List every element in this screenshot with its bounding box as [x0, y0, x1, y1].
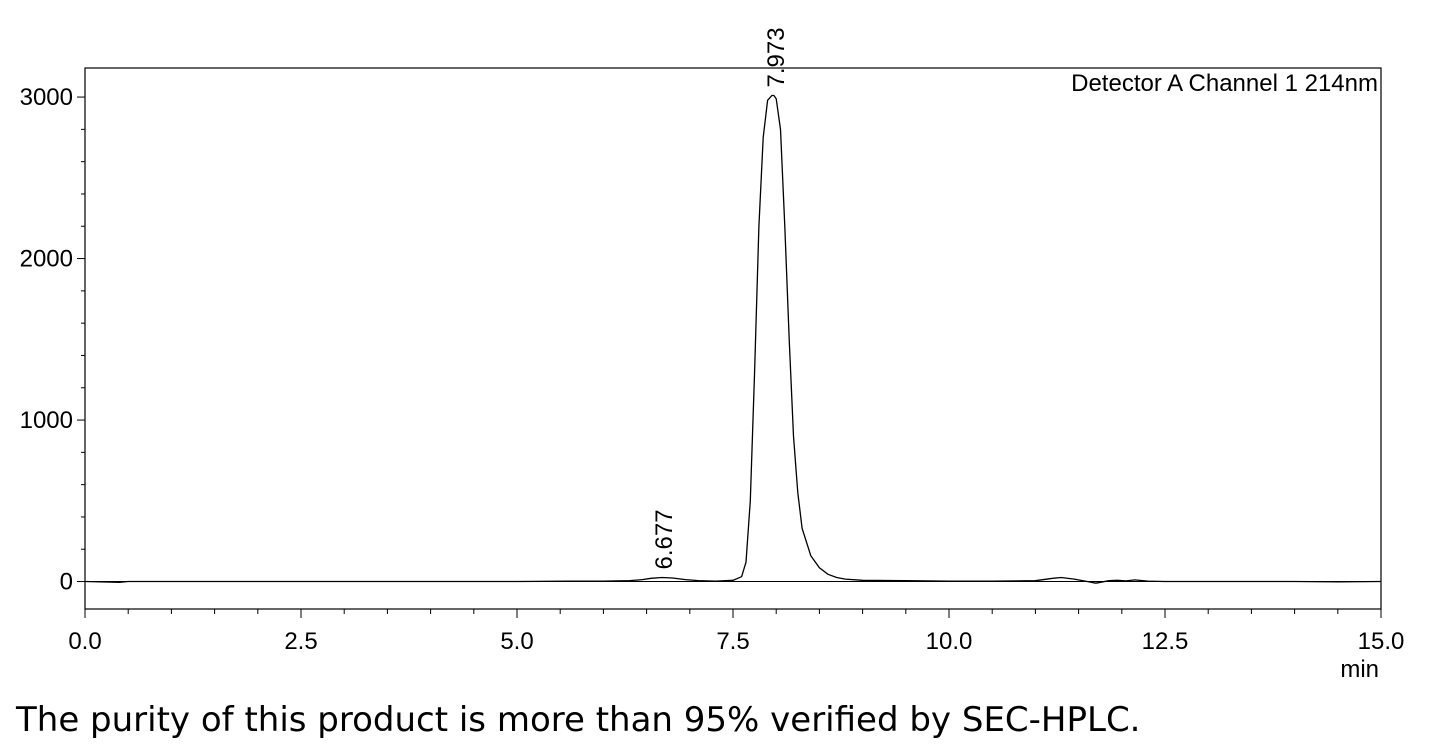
x-tick-label: 2.5: [284, 628, 317, 655]
x-axis: 0.0 2.5 5.0 7.5 10.0 12.5 15.0: [68, 609, 1404, 655]
x-tick-label: 5.0: [500, 628, 533, 655]
y-tick-label: 2000: [20, 246, 73, 273]
y-tick-label: 1000: [20, 407, 73, 434]
peak-label: 6.677: [651, 509, 678, 569]
x-axis-label: min: [1340, 656, 1379, 683]
legend-label: Detector A Channel 1 214nm: [1071, 70, 1378, 97]
peak-label: 7.973: [763, 27, 790, 87]
series-line: [84, 94, 1382, 584]
caption-text: The purity of this product is more than …: [16, 700, 1141, 740]
x-tick-label: 15.0: [1358, 628, 1405, 655]
x-tick-label: 0.0: [68, 628, 101, 655]
x-tick-label: 7.5: [716, 628, 749, 655]
x-tick-label: 10.0: [926, 628, 973, 655]
y-axis: 0 1000 2000 3000: [20, 84, 85, 596]
plot-frame: [84, 67, 1382, 610]
peak-labels: 6.677 7.973: [651, 27, 790, 569]
y-tick-label: 3000: [20, 84, 73, 111]
y-tick-label: 0: [60, 569, 73, 596]
x-tick-label: 12.5: [1142, 628, 1189, 655]
chromatogram-chart: 0 1000 2000 3000 0.0 2.5 5.0 7.5 10.0 12.5 15.0 6…: [20, 27, 1405, 683]
